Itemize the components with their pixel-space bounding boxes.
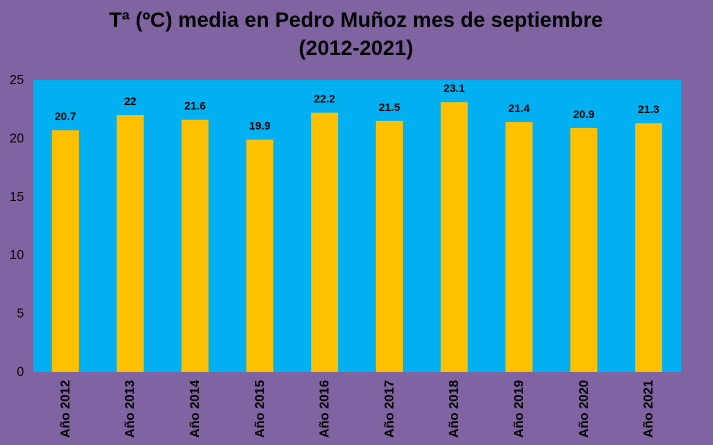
- data-label: 22: [124, 96, 136, 108]
- x-tick-label: Año 2017: [381, 380, 396, 438]
- bars-group: 20.7 22 21.6 19.9 22.2 21.5 23.1 21.4 20.9 21.3: [51, 83, 663, 372]
- bar: [311, 112, 339, 372]
- bar: [181, 119, 209, 372]
- y-tick-label: 10: [10, 247, 24, 262]
- data-label: 21.4: [508, 103, 530, 115]
- y-tick-label: 15: [10, 189, 24, 204]
- data-label: 23.1: [443, 83, 464, 95]
- x-tick-label: Año 2020: [576, 380, 591, 438]
- x-tick-label: Año 2016: [317, 380, 332, 438]
- data-label: 21.5: [379, 102, 400, 114]
- bar: [570, 127, 598, 372]
- x-axis: Año 2012 Año 2013 Año 2014 Año 2015 Año 2016…: [57, 379, 655, 438]
- x-tick-label: Año 2012: [57, 380, 72, 438]
- y-axis: 0 5 10 15 20 25: [10, 72, 24, 379]
- x-tick-label: Año 2018: [446, 380, 461, 438]
- x-tick-label: Año 2014: [187, 379, 202, 438]
- data-label: 22.2: [314, 94, 335, 106]
- y-tick-label: 5: [17, 306, 24, 321]
- data-label: 20.7: [55, 111, 76, 123]
- data-label: 20.9: [573, 109, 594, 121]
- y-tick-label: 0: [17, 364, 24, 379]
- bar: [51, 130, 79, 372]
- x-tick-label: Año 2021: [641, 380, 656, 438]
- chart-title-line-1: Tª (ºC) media en Pedro Muñoz mes de sept…: [109, 9, 603, 32]
- bar: [116, 115, 144, 372]
- bar: [375, 120, 403, 372]
- data-label: 19.9: [249, 121, 270, 133]
- x-tick-label: Año 2013: [122, 380, 137, 438]
- data-label: 21.3: [638, 104, 659, 116]
- bar: [505, 122, 533, 372]
- x-tick-label: Año 2015: [252, 380, 267, 438]
- bar: [246, 139, 274, 372]
- bar: [635, 123, 663, 372]
- chart-title-line-2: (2012-2021): [299, 37, 413, 60]
- bar: [440, 102, 468, 372]
- x-tick-label: Año 2019: [511, 380, 526, 438]
- y-tick-label: 25: [10, 72, 24, 87]
- data-label: 21.6: [184, 101, 205, 113]
- y-tick-label: 20: [10, 130, 24, 145]
